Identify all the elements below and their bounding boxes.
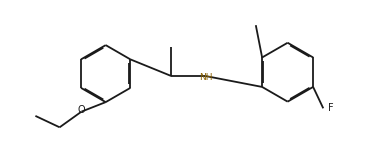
Text: NH: NH — [199, 73, 213, 82]
Text: O: O — [78, 105, 85, 115]
Text: F: F — [328, 103, 333, 113]
